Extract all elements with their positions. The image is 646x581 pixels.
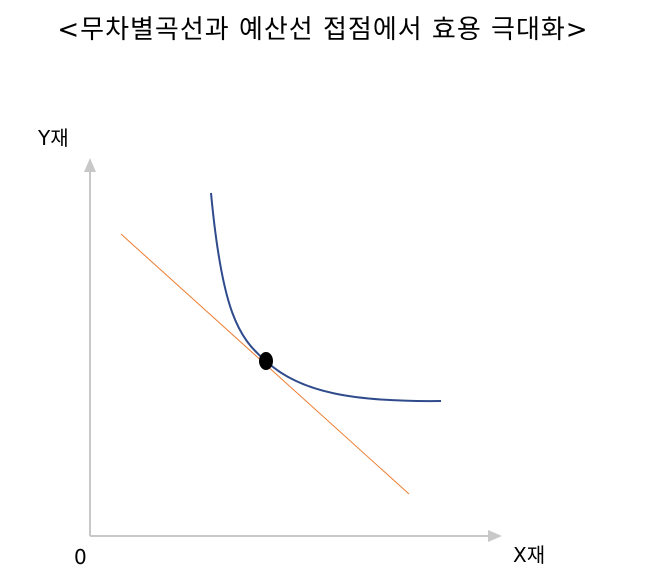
- x-axis-arrow-icon: [488, 530, 502, 542]
- x-axis-label: X재: [513, 543, 546, 567]
- indifference-curve: [210, 192, 442, 403]
- tangent-point: [259, 352, 273, 370]
- y-axis-label: Y재: [38, 126, 69, 150]
- diagram-title: <무차별곡선과 예산선 접점에서 효용 극대화>: [57, 15, 589, 45]
- origin-label: 0: [74, 545, 87, 569]
- y-axis-arrow-icon: [84, 158, 96, 172]
